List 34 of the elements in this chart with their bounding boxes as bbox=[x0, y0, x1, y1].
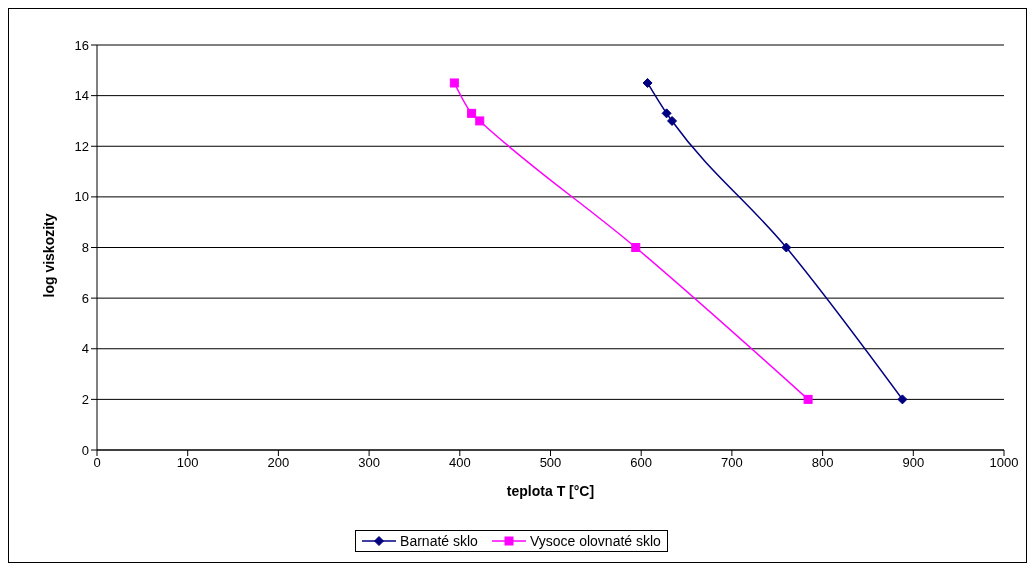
y-tick-label: 10 bbox=[74, 189, 89, 205]
y-tick-label: 0 bbox=[81, 442, 89, 458]
y-tick-label: 16 bbox=[74, 37, 89, 53]
x-tick-label: 500 bbox=[539, 455, 562, 471]
x-tick-label: 800 bbox=[811, 455, 834, 471]
y-tick-label: 4 bbox=[81, 341, 89, 357]
x-tick-label: 100 bbox=[176, 455, 199, 471]
y-tick-label: 14 bbox=[74, 88, 89, 104]
point bbox=[631, 243, 641, 252]
x-tick-label: 900 bbox=[902, 455, 925, 471]
point bbox=[897, 394, 908, 405]
point bbox=[467, 108, 477, 118]
y-axis-title: log viskozity bbox=[40, 213, 57, 298]
legend-label: Vysoce olovnaté sklo bbox=[528, 533, 661, 549]
x-tick-label: 1000 bbox=[989, 455, 1019, 471]
x-tick-label: 0 bbox=[93, 455, 101, 471]
point bbox=[475, 116, 485, 126]
y-tick-label: 8 bbox=[81, 240, 89, 256]
legend-label: Barnaté sklo bbox=[399, 533, 478, 549]
point bbox=[642, 77, 653, 88]
y-tick-label: 6 bbox=[81, 290, 89, 306]
point bbox=[449, 78, 459, 88]
x-tick-label: 700 bbox=[721, 455, 743, 471]
y-tick-label: 2 bbox=[81, 391, 89, 407]
point bbox=[667, 115, 678, 126]
point bbox=[781, 242, 792, 253]
y-tick-label: 12 bbox=[74, 138, 89, 154]
x-tick-label: 600 bbox=[630, 455, 653, 471]
point bbox=[661, 108, 672, 119]
x-axis-title: teplota T [°C] bbox=[506, 483, 595, 499]
point bbox=[803, 394, 813, 404]
x-tick-label: 300 bbox=[358, 455, 380, 471]
x-tick-label: 200 bbox=[267, 455, 290, 471]
x-tick-label: 400 bbox=[448, 455, 471, 471]
